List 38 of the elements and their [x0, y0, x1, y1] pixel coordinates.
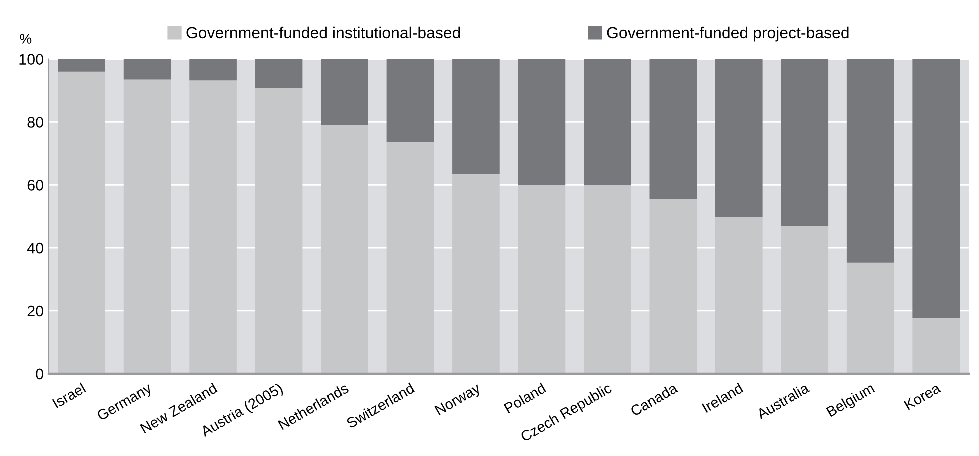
y-tick-label: 60 [28, 180, 44, 191]
y-tick-label: 0 [36, 368, 44, 380]
bar [518, 59, 566, 186]
bar [124, 59, 172, 80]
y-tick-label: 20 [28, 306, 44, 317]
bar [452, 174, 500, 374]
bar [321, 59, 368, 126]
bar [781, 226, 829, 374]
bar [846, 59, 894, 263]
bar [452, 59, 500, 174]
bar [715, 59, 763, 218]
bar [518, 185, 566, 374]
bar [846, 262, 894, 374]
bar [650, 59, 698, 199]
y-tick-label: 40 [27, 242, 44, 254]
bar [650, 198, 698, 374]
bar [58, 59, 106, 72]
bar [386, 59, 434, 142]
y-tick-label: 80 [28, 117, 44, 128]
bar [255, 59, 303, 89]
y-tick-label: 100 [20, 54, 44, 65]
bar [58, 72, 106, 374]
bar [715, 218, 763, 374]
y-axis-title: % [20, 34, 32, 44]
x-tick-label: Korea [904, 382, 942, 410]
bar [584, 59, 632, 186]
bar [781, 59, 829, 226]
bar [255, 88, 303, 374]
bar [912, 59, 960, 319]
bar [912, 318, 960, 374]
bar [321, 125, 368, 374]
bar [584, 185, 632, 374]
bar [190, 59, 237, 81]
bar [386, 142, 434, 374]
legend-label: Government-funded project-based [607, 26, 849, 42]
legend-label: Government-funded institutional-based [186, 26, 460, 39]
bar [190, 80, 237, 374]
bar [124, 80, 172, 374]
